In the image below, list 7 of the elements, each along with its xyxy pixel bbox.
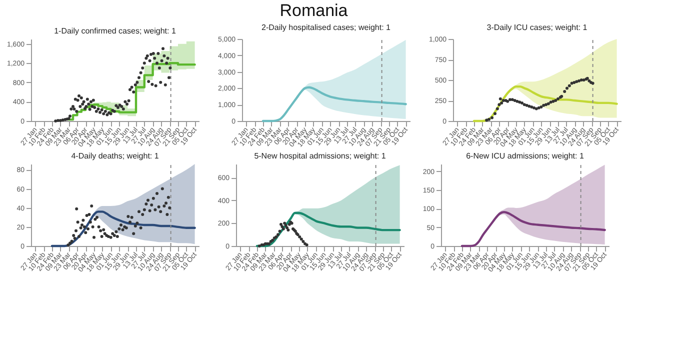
text: Romania: [280, 1, 348, 20]
chart-title: 1-Daily confirmed cases; weight: 1: [54, 26, 176, 36]
chart-title: 3-Daily ICU cases; weight: 1: [486, 23, 588, 32]
chart-title: 2-Daily hospitalised cases; weight: 1: [262, 23, 392, 32]
chart-title: 5-New hospital admissions; weight: 1: [254, 152, 386, 160]
chart-title: 6-New ICU admissions; weight: 1: [466, 152, 584, 160]
chart-title: 4-Daily deaths; weight: 1: [71, 152, 160, 160]
